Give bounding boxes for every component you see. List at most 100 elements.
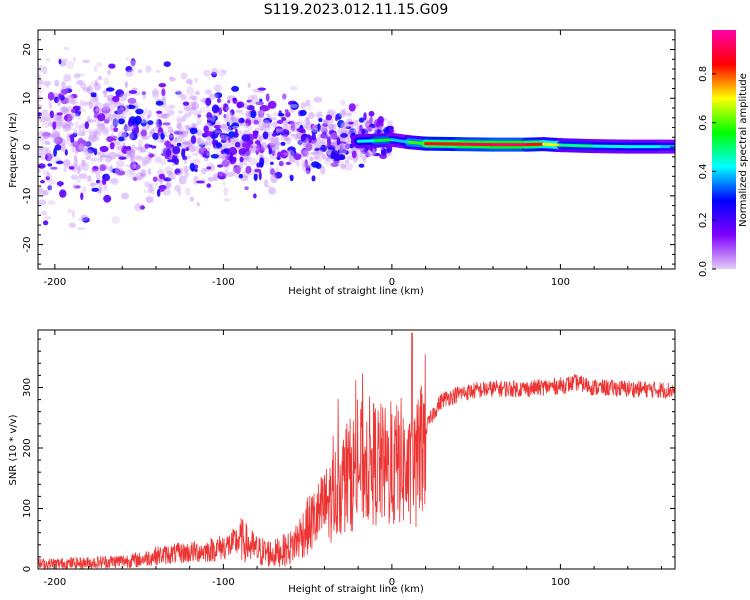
spectrogram-cell — [246, 114, 252, 121]
spectrogram-cell — [107, 97, 113, 106]
spectrogram-cell — [182, 141, 190, 145]
spectrogram-cell — [305, 165, 311, 175]
spectrogram-cell — [102, 90, 109, 94]
spectrogram-cell — [61, 124, 71, 129]
spectrogram-cell — [372, 152, 381, 157]
spectrogram-cell — [320, 133, 326, 139]
spectrogram-cell — [140, 117, 147, 124]
spectrogram-cell — [315, 145, 322, 149]
spectrogram-cell — [152, 127, 156, 132]
spectrogram-cell — [144, 156, 149, 165]
spectrogram-ridge — [351, 132, 675, 154]
spectrogram-cell — [135, 108, 144, 115]
spectrogram-cell — [311, 175, 316, 182]
spectrogram-cell — [96, 123, 103, 129]
spectrogram-cell — [312, 142, 318, 150]
spectrogram-cell — [271, 135, 279, 143]
spectrogram-cell — [358, 117, 365, 123]
spectrogram-cell — [52, 137, 58, 144]
spectrogram-cell — [105, 126, 110, 134]
spectrogram-cell — [181, 148, 186, 152]
spectrogram-cell — [101, 122, 105, 126]
spectrogram-cell — [211, 67, 218, 75]
spectrogram-cell — [271, 149, 276, 156]
spectrogram-cell — [249, 144, 258, 154]
spectrogram-cell — [146, 114, 150, 119]
spectrogram-cell — [117, 107, 125, 116]
snr-frame — [37, 329, 676, 570]
spectrogram-cell — [270, 168, 275, 176]
spectrogram-cell — [204, 89, 213, 95]
spectrogram-cell — [223, 148, 231, 153]
spectrogram-cell — [130, 58, 136, 67]
spectrogram-cell — [197, 114, 202, 118]
spectrogram-cell — [51, 129, 58, 139]
spectrogram-cell — [193, 175, 199, 185]
spectrogram-cell — [49, 133, 57, 139]
spectrogram-cell — [276, 120, 284, 124]
spectrogram-cell — [217, 68, 226, 77]
spectrogram-cell — [290, 133, 296, 137]
spectrogram-cell — [160, 133, 165, 140]
spectrogram-cell — [214, 84, 222, 92]
spectrogram-cell — [113, 127, 119, 133]
spectrogram-cell — [222, 103, 229, 112]
spectrogram-cell — [67, 94, 74, 99]
spectrogram-cell — [164, 140, 172, 147]
spectrogram-cell — [83, 148, 89, 157]
spectrogram-cell — [94, 65, 98, 73]
spectrogram-cell — [95, 151, 104, 155]
spectrogram-cell — [103, 77, 110, 86]
spectrogram-cell — [94, 107, 104, 116]
snr-y-ticks: 0 100 200 300 — [22, 338, 675, 572]
spectrogram-cell — [169, 76, 173, 80]
spectrogram-cell — [118, 136, 125, 142]
spectrogram-cell — [338, 110, 347, 118]
spectrogram-cell — [124, 92, 132, 97]
spectrogram-cell — [163, 177, 172, 182]
spectrogram-cell — [174, 130, 183, 135]
spectrogram-cell — [341, 130, 350, 134]
spectrogram-cell — [87, 134, 97, 143]
spectrogram-cell — [205, 97, 212, 107]
spectrogram-cell — [91, 167, 95, 174]
spectrogram-cell — [38, 163, 46, 169]
spectrogram-cell — [87, 115, 91, 123]
spectrogram-x-ticks: -200 -100 0 100 — [44, 30, 663, 288]
spectrogram-cell — [179, 130, 189, 138]
spectrogram-cell — [302, 119, 307, 129]
spectrogram-cell — [162, 104, 169, 112]
spectrogram-cell — [210, 154, 219, 159]
spectrogram-cell — [339, 143, 345, 147]
spectrogram-cell — [323, 120, 328, 126]
spectrogram-cell — [109, 178, 118, 184]
spectrogram-cell — [159, 160, 167, 165]
spectrogram-cell — [182, 101, 190, 106]
spectrogram-cell — [61, 89, 68, 95]
spectrogram-cell — [181, 139, 188, 148]
spectrogram-cell — [48, 150, 53, 157]
ridge-core — [390, 138, 411, 144]
spectrogram-cell — [148, 131, 153, 138]
spectrogram-cell — [38, 73, 41, 79]
spectrogram-cell — [328, 123, 334, 130]
spectrogram-cell — [98, 157, 104, 162]
spectrogram-cell — [381, 149, 387, 156]
spectrogram-cell — [112, 118, 118, 128]
spectrogram-x-tick-label: -200 — [44, 277, 67, 288]
spectrogram-cell — [125, 164, 130, 168]
spectrogram-cell — [47, 185, 53, 191]
spectrogram-cell — [42, 121, 50, 129]
spectrogram-cell — [258, 122, 268, 132]
spectrogram-cell — [261, 105, 271, 112]
spectrogram-cell — [121, 192, 130, 200]
spectrogram-cell — [132, 176, 138, 181]
spectrogram-cell — [129, 155, 134, 163]
spectrogram-cell — [92, 165, 99, 172]
spectrogram-cell — [272, 132, 277, 137]
spectrogram-cell — [248, 147, 254, 154]
spectrogram-cell — [41, 210, 48, 216]
spectrogram-cell — [255, 110, 265, 115]
spectrogram-cell — [147, 168, 152, 175]
spectrogram-cell — [181, 115, 187, 123]
